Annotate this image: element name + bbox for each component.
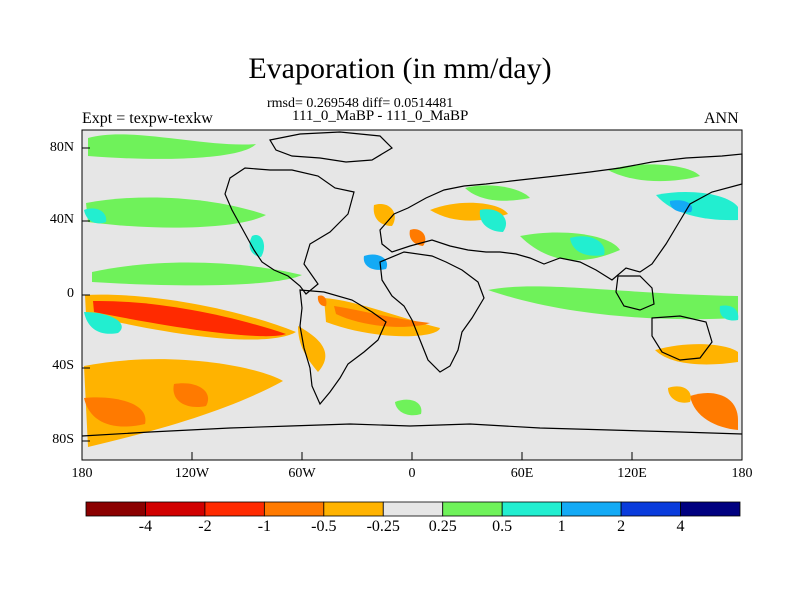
colorbar-label: 1	[557, 518, 566, 535]
north-america-outline	[224, 167, 355, 295]
colorbar-swatch	[442, 501, 503, 517]
strong-negative-patch	[317, 295, 327, 307]
strong-negative-patch	[409, 229, 426, 246]
colorbar-swatch	[382, 501, 444, 517]
colorbar-label: 2	[617, 518, 626, 535]
eurasia-outline	[379, 153, 743, 281]
x-tick-label: 120W	[174, 466, 210, 481]
strong-negative-patch	[334, 306, 430, 327]
africa-outline	[379, 251, 485, 373]
greenland-outline	[269, 131, 393, 163]
strong-negative-patch	[173, 383, 209, 408]
antarctica-outline	[81, 423, 743, 437]
colorbar	[85, 501, 741, 517]
colorbar-swatch	[323, 501, 384, 517]
positive-patch	[608, 164, 700, 182]
x-tick-label: 0	[408, 466, 416, 481]
colorbar-swatch	[620, 501, 681, 517]
y-tick-label: 0	[67, 286, 74, 301]
subtitle-case: 111_0_MaBP - 111_0_MaBP	[292, 108, 469, 124]
colorbar-label: -0.25	[366, 518, 400, 535]
y-axis-ticks	[82, 147, 90, 442]
colorbar-label: 0.5	[492, 518, 513, 535]
experiment-label: Expt = texpw-texkw	[82, 110, 213, 127]
moderate-positive-patch	[656, 192, 738, 221]
strong-negative-patch	[690, 393, 738, 430]
moderate-positive-patch	[84, 208, 107, 224]
moderate-positive-patch	[479, 209, 507, 232]
positive-patch	[88, 134, 256, 159]
strong-positive-patch	[363, 254, 388, 270]
positive-patch	[395, 399, 422, 416]
y-tick-label: 80N	[49, 140, 74, 155]
colorbar-label: -1	[257, 518, 272, 535]
y-tick-label: 40N	[49, 212, 74, 227]
colorbar-swatch	[561, 501, 622, 517]
negative-patch	[373, 203, 395, 226]
negative-patch	[655, 344, 738, 365]
negative-patch	[298, 326, 326, 372]
negative-patch	[668, 386, 691, 403]
strong-negative-patch	[93, 300, 286, 337]
anomaly-patches	[84, 134, 739, 447]
moderate-positive-patch	[249, 235, 265, 257]
moderate-positive-patch	[84, 312, 122, 334]
x-tick-label: 60E	[510, 466, 534, 481]
colorbar-label: -4	[138, 518, 153, 535]
x-axis-ticks	[81, 452, 743, 460]
positive-patch	[488, 286, 738, 320]
positive-patch	[465, 185, 530, 201]
x-tick-label: 180	[71, 466, 93, 481]
colorbar-swatch	[85, 501, 146, 517]
south-america-outline	[299, 289, 387, 406]
maritime-continent-outline	[615, 275, 655, 311]
colorbar-swatch	[680, 501, 741, 517]
colorbar-swatch	[204, 501, 265, 517]
positive-patch	[92, 262, 302, 286]
colorbar-label: -0.5	[311, 518, 337, 535]
x-tick-label: 60W	[288, 466, 316, 481]
colorbar-swatch	[501, 501, 563, 517]
moderate-positive-patch	[719, 305, 739, 321]
x-tick-label: 180	[731, 466, 753, 481]
x-tick-label: 120E	[617, 466, 647, 481]
colorbar-label: -2	[198, 518, 212, 535]
colorbar-swatch	[263, 501, 325, 517]
season-label: ANN	[704, 110, 739, 127]
strong-negative-patch	[84, 397, 146, 427]
moderate-positive-patch	[570, 236, 605, 256]
positive-patch	[86, 197, 266, 228]
coastlines	[81, 131, 743, 437]
colorbar-swatch	[145, 501, 206, 517]
subtitle-stats: rmsd= 0.269548 diff= 0.0514481	[267, 96, 454, 111]
colorbar-label: 0.25	[428, 518, 457, 535]
y-tick-label: 80S	[52, 432, 74, 447]
y-tick-label: 40S	[52, 358, 74, 373]
australia-outline	[651, 315, 713, 361]
colorbar-label: 4	[676, 518, 685, 535]
chart-title: Evaporation (in mm/day)	[248, 52, 552, 85]
